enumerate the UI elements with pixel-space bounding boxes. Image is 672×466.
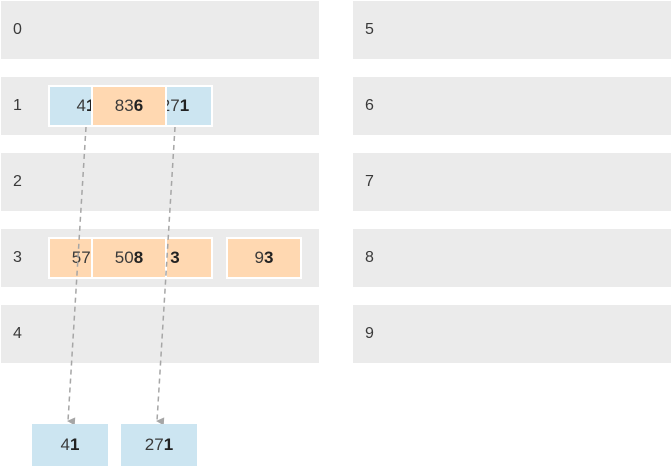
- bucket-9: 9: [353, 305, 671, 363]
- bucket-label: 4: [13, 325, 22, 342]
- number-digit: 1: [179, 96, 190, 115]
- bucket-label: 6: [365, 97, 374, 114]
- number-prefix: 57: [71, 248, 91, 267]
- number-prefix: 9: [254, 248, 264, 267]
- bucket-2: 2: [1, 153, 319, 211]
- number-prefix: 4: [60, 435, 70, 454]
- bucket-label: 7: [365, 173, 374, 190]
- bucket-8: 8 50 8: [91, 229, 671, 287]
- bucket-5: 5: [353, 1, 671, 59]
- bucket-label: 0: [13, 21, 22, 38]
- bucket-0: 0: [1, 1, 319, 59]
- bucket-7: 7: [353, 153, 671, 211]
- number-prefix: 50: [114, 248, 134, 267]
- number-card: 83 6: [91, 85, 167, 127]
- bucket-label: 1: [13, 97, 22, 114]
- number-digit: 1: [70, 435, 80, 454]
- bucket-label: 5: [365, 21, 374, 38]
- bucket-label: 8: [365, 249, 374, 266]
- number-digit: 3: [264, 248, 274, 267]
- bucket-6: 6 83 6: [91, 77, 671, 135]
- number-digit: 8: [133, 248, 144, 267]
- number-digit: 3: [170, 248, 180, 267]
- number-prefix: 27: [144, 435, 164, 454]
- number-digit: 1: [86, 96, 95, 116]
- bucket-label: 2: [13, 173, 22, 190]
- number-digit: 6: [133, 96, 144, 115]
- bucket-label: 9: [365, 325, 374, 342]
- bucket-4: 4: [1, 305, 319, 363]
- bucket-label: 3: [13, 249, 22, 266]
- number-digit: 1: [163, 435, 174, 454]
- number-card: 50 8: [91, 237, 167, 279]
- number-prefix: 4: [76, 96, 86, 115]
- output-card: 27 1: [121, 424, 197, 466]
- number-prefix: 83: [114, 96, 134, 115]
